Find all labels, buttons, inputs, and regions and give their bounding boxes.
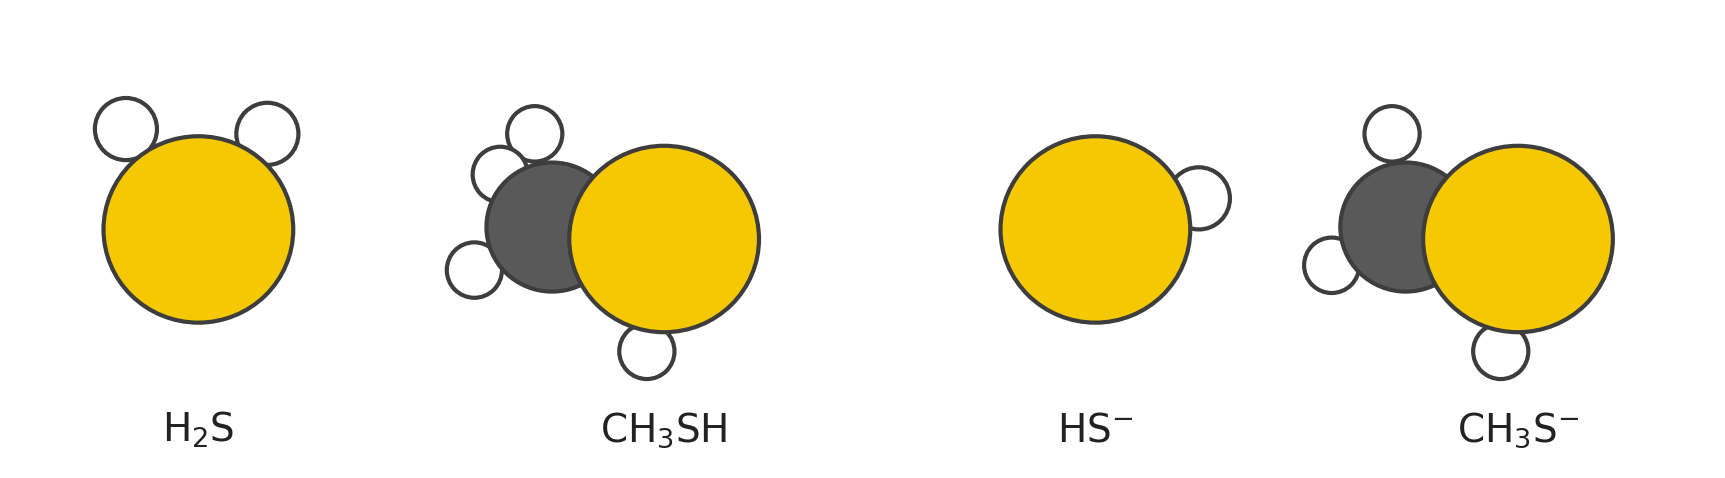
Text: CH$_3$SH: CH$_3$SH [600, 411, 728, 450]
Ellipse shape [569, 146, 759, 332]
Ellipse shape [1340, 163, 1471, 292]
Ellipse shape [1473, 324, 1528, 379]
Ellipse shape [1423, 146, 1613, 332]
Ellipse shape [1168, 167, 1230, 229]
Ellipse shape [619, 324, 674, 379]
Ellipse shape [95, 98, 157, 160]
Text: HS$^{-}$: HS$^{-}$ [1057, 411, 1133, 449]
Ellipse shape [507, 106, 562, 162]
Text: H$_2$S: H$_2$S [162, 410, 235, 450]
Ellipse shape [1304, 238, 1359, 293]
Ellipse shape [1000, 136, 1190, 323]
Ellipse shape [104, 136, 293, 323]
Ellipse shape [236, 103, 298, 165]
Ellipse shape [473, 147, 528, 202]
Ellipse shape [447, 242, 502, 298]
Ellipse shape [486, 163, 618, 292]
Text: CH$_3$S$^{-}$: CH$_3$S$^{-}$ [1458, 411, 1578, 450]
Ellipse shape [1364, 106, 1420, 162]
